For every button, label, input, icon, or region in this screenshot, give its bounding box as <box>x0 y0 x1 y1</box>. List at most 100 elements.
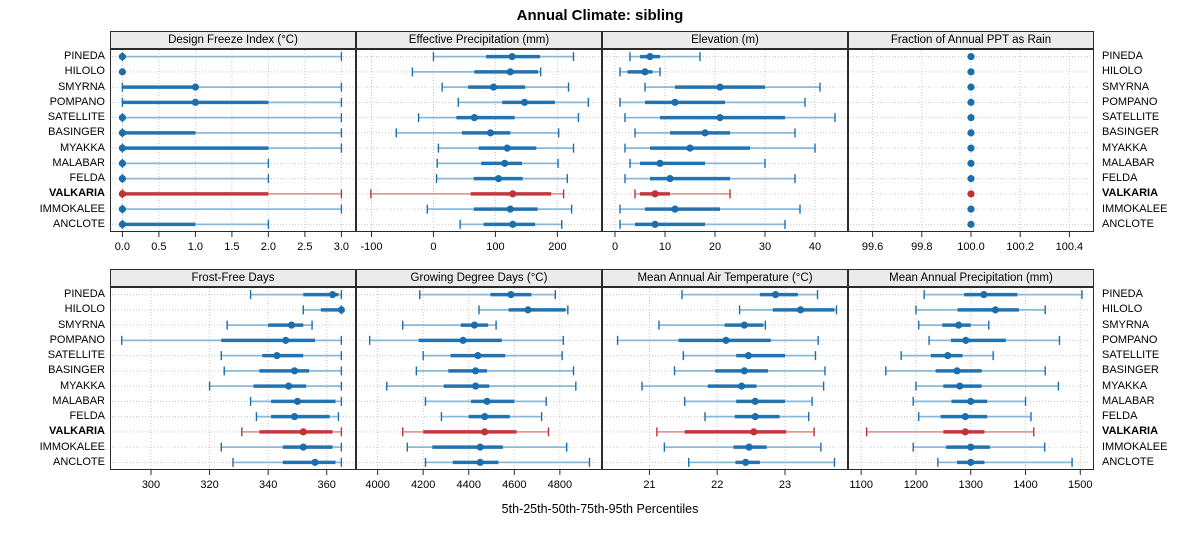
station-label-hilolo: HILOLO <box>64 303 105 316</box>
station-label-anclote: ANCLOTE <box>1102 217 1154 230</box>
series-malabar <box>436 158 559 168</box>
plot-design-freeze-index: 0.0 0.5 1.0 1.5 2.0 2.5 3.0 <box>110 49 356 253</box>
series-myakka <box>624 143 816 153</box>
axis-tick-label: 0 <box>430 241 436 253</box>
station-label-basinger: BASINGER <box>48 126 105 139</box>
axis-tick-label: 30 <box>759 241 771 253</box>
axis-tick-label: 320 <box>200 479 218 491</box>
series-anclote <box>967 220 975 228</box>
station-label-pompano: POMPANO <box>1102 95 1158 108</box>
station-label-pompano: POMPANO <box>1102 333 1158 346</box>
station-label-anclote: ANCLOTE <box>1102 455 1154 468</box>
station-label-pineda: PINEDA <box>64 288 105 300</box>
axis-tick-label: 4200 <box>411 479 435 491</box>
series-smyrna <box>441 82 570 92</box>
axis-tick-label: 360 <box>318 479 336 491</box>
axis-tick-label: 200 <box>548 241 566 253</box>
station-label-hilolo: HILOLO <box>64 65 105 78</box>
series-satellite <box>900 351 994 361</box>
series-satellite <box>624 113 836 123</box>
panel-growing-degree-days: Growing Degree Days (°C) 4000 4200 4400 460… <box>356 269 602 498</box>
series-immokalee <box>967 205 975 213</box>
series-hilolo <box>738 305 838 315</box>
axis-tick-label: 4600 <box>502 479 526 491</box>
series-basinger <box>967 129 975 137</box>
series-pineda <box>419 290 557 300</box>
series-anclote <box>232 457 343 467</box>
panel-fraction-ppt-rain: Fraction of Annual PPT as Rain 99.6 99.8 1… <box>848 31 1094 262</box>
series-hilolo <box>478 305 569 315</box>
axis-tick-label: 40 <box>809 241 821 253</box>
station-label-malabar: MALABAR <box>1102 156 1155 169</box>
panel-header-fraction-ppt-rain: Fraction of Annual PPT as Rain <box>848 31 1094 49</box>
series-anclote <box>619 219 786 229</box>
series-immokalee <box>619 204 801 214</box>
series-malabar <box>424 396 547 406</box>
series-hilolo <box>411 67 542 77</box>
series-felda <box>704 412 810 422</box>
axis-tick-label: 21 <box>643 479 655 491</box>
panel-mean-annual-precipitation: Mean Annual Precipitation (mm) 1100 1200 1… <box>848 269 1094 498</box>
axis-tick-label: 99.6 <box>862 241 883 253</box>
station-label-satellite: SATELLITE <box>47 349 105 361</box>
station-label-valkaria: VALKARIA <box>48 187 105 200</box>
panel-header-effective-precipitation: Effective Precipitation (mm) <box>356 31 602 49</box>
series-pineda <box>923 290 1083 300</box>
axis-tick-label: 100.4 <box>1056 241 1084 253</box>
series-basinger <box>395 128 560 138</box>
axis-tick-label: 1400 <box>1013 479 1037 491</box>
series-pompano <box>928 335 1061 345</box>
series-malabar <box>967 159 975 167</box>
station-label-smyrna: SMYRNA <box>1102 80 1150 93</box>
panel-row-top: PINEDA HILOLO SMYRNA POMPANO SATELLITE BASING… <box>0 31 1200 262</box>
axis-tick-label: 0.0 <box>115 241 130 253</box>
series-satellite <box>220 351 343 361</box>
axis-tick-label: 300 <box>142 479 160 491</box>
series-felda <box>440 412 543 422</box>
series-myakka <box>915 381 1060 391</box>
series-smyrna <box>658 320 767 330</box>
series-pompano <box>616 335 819 345</box>
station-label-malabar: MALABAR <box>1102 394 1155 407</box>
axis-tick-label: 1200 <box>904 479 928 491</box>
station-label-pineda: PINEDA <box>1102 50 1143 62</box>
station-label-pineda: PINEDA <box>64 50 105 62</box>
station-label-myakka: MYAKKA <box>1102 379 1148 392</box>
station-label-malabar: MALABAR <box>52 156 105 169</box>
series-satellite <box>682 351 817 361</box>
series-pompano <box>967 98 975 106</box>
plot-mean-annual-precipitation: 1100 1200 1300 1400 1500 <box>848 287 1094 491</box>
axis-tick-label: 4800 <box>548 479 572 491</box>
station-labels-left-top: PINEDA HILOLO SMYRNA POMPANO SATELLITE BASING… <box>0 49 110 232</box>
series-immokalee <box>220 442 343 452</box>
series-pompano <box>121 335 343 345</box>
series-immokalee <box>912 442 1046 452</box>
series-immokalee <box>118 204 343 214</box>
axis-tick-label: 3.0 <box>334 241 349 253</box>
axis-tick-label: 20 <box>709 241 721 253</box>
station-label-satellite: SATELLITE <box>47 111 105 123</box>
panel-design-freeze-index: Design Freeze Index (°C) 0.0 0.5 1.0 1.5 2.0… <box>110 31 356 262</box>
series-satellite <box>417 113 580 123</box>
axis-tick-label: 2.0 <box>261 241 276 253</box>
panel-header-frost-free-days: Frost-Free Days <box>110 269 356 287</box>
series-anclote <box>424 457 591 467</box>
series-hilolo <box>967 68 975 76</box>
axis-tick-label: 2.5 <box>297 241 312 253</box>
station-label-myakka: MYAKKA <box>59 379 105 392</box>
series-pineda <box>629 52 701 62</box>
series-pompano <box>368 335 564 345</box>
series-valkaria <box>118 189 343 199</box>
series-pineda <box>432 52 575 62</box>
series-satellite <box>967 114 975 122</box>
series-basinger <box>673 366 826 376</box>
station-label-hilolo: HILOLO <box>1102 65 1143 78</box>
series-anclote <box>118 219 270 229</box>
panel-header-design-freeze-index: Design Freeze Index (°C) <box>110 31 356 49</box>
series-anclote <box>459 219 563 229</box>
series-felda <box>624 174 796 184</box>
axis-tick-label: 4400 <box>457 479 481 491</box>
series-felda <box>118 174 270 184</box>
series-smyrna <box>401 320 497 330</box>
series-malabar <box>683 396 813 406</box>
